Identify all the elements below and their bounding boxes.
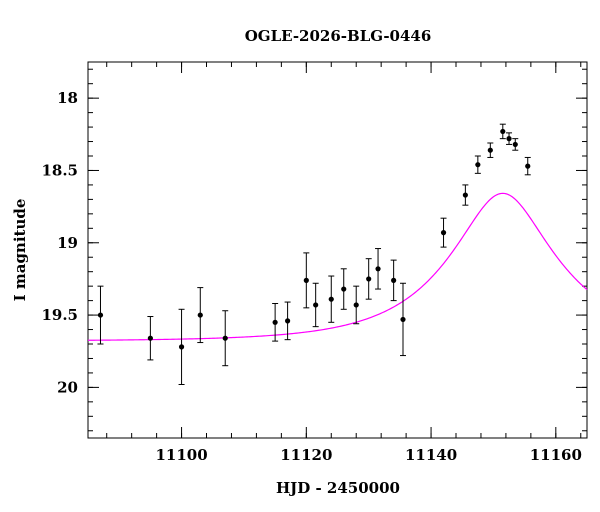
data-point [328, 275, 335, 323]
data-marker [487, 147, 493, 153]
data-marker [366, 276, 372, 282]
data-marker [285, 318, 291, 324]
data-point [462, 184, 469, 206]
x-tick-labels: 11100 11120 11140 11160 [155, 446, 581, 464]
data-marker [341, 286, 347, 292]
data-marker [303, 277, 309, 283]
data-marker [525, 163, 531, 169]
data-marker [400, 316, 406, 323]
axis-ticks [88, 62, 587, 438]
data-point [399, 282, 406, 357]
data-point [474, 155, 481, 174]
y-tick-label: 18 [57, 89, 78, 107]
data-marker [197, 312, 203, 318]
data-marker [462, 192, 468, 198]
data-point [284, 301, 291, 341]
data-point [312, 282, 319, 328]
data-point [524, 156, 531, 176]
y-tick-label: 19 [57, 234, 78, 252]
data-point [506, 132, 513, 145]
data-marker [147, 335, 153, 341]
data-marker [178, 344, 185, 350]
data-marker [97, 312, 104, 318]
data-marker [272, 319, 278, 325]
data-point [440, 217, 447, 248]
data-point [390, 259, 397, 302]
data-marker [375, 266, 381, 272]
microlensing-model-curve [87, 192, 588, 341]
y-tick-label: 19.5 [41, 306, 78, 324]
x-tick-label: 11120 [280, 446, 332, 464]
chart-title: OGLE-2026-BLG-0446 [245, 27, 432, 45]
data-marker [328, 296, 334, 302]
x-tick-label: 11100 [155, 446, 207, 464]
plot-frame [87, 61, 588, 439]
x-axis-label: HJD - 2450000 [276, 479, 400, 497]
data-marker [440, 230, 447, 236]
data-point [340, 268, 347, 310]
data-marker [512, 141, 518, 148]
data-point [147, 316, 154, 361]
y-tick-label: 18.5 [41, 161, 78, 179]
data-point [178, 308, 185, 385]
data-marker [391, 277, 397, 283]
data-point [512, 138, 519, 151]
data-point [365, 258, 372, 300]
y-tick-label: 20 [57, 378, 78, 396]
data-point [197, 287, 204, 344]
data-marker [506, 136, 512, 142]
data-point [375, 248, 382, 290]
data-point [487, 142, 494, 158]
data-point [303, 252, 310, 309]
data-marker [475, 162, 481, 168]
data-marker [353, 302, 359, 308]
data-marker [222, 335, 228, 341]
data-point [97, 285, 104, 345]
data-marker [313, 302, 319, 308]
x-tick-label: 11140 [405, 446, 457, 464]
data-point [353, 285, 360, 325]
y-tick-labels: 18 18.5 19 19.5 20 [41, 89, 78, 396]
data-point [272, 303, 279, 342]
data-marker [500, 128, 506, 135]
data-point [499, 123, 506, 140]
data-points [97, 123, 531, 385]
data-point [222, 310, 229, 367]
x-tick-label: 11160 [530, 446, 582, 464]
y-axis-label: I magnitude [11, 199, 29, 302]
